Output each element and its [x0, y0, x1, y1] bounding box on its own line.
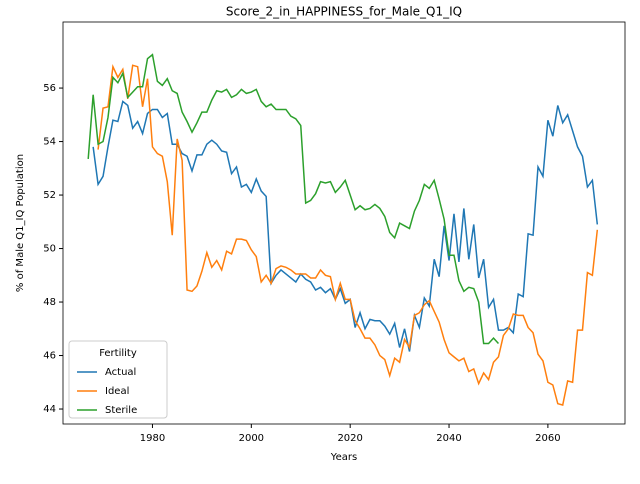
legend-box — [68, 340, 168, 419]
x-tick-label: 2060 — [535, 433, 560, 444]
x-tick-label: 2000 — [239, 433, 264, 444]
y-tick-label: 46 — [43, 351, 56, 362]
series-line — [97, 63, 599, 406]
x-tick-label: 2020 — [337, 433, 362, 444]
y-tick-label: 56 — [43, 83, 56, 94]
legend-label: Ideal — [105, 386, 129, 397]
y-axis-label: % of Male Q1_IQ Population — [15, 154, 26, 292]
x-tick-label: 1980 — [140, 433, 165, 444]
y-tick-label: 50 — [43, 244, 56, 255]
y-tick-label: 52 — [43, 190, 56, 201]
legend-title: Fertility — [99, 348, 137, 359]
series-line — [92, 100, 599, 352]
y-tick-label: 48 — [43, 297, 56, 308]
legend-label: Actual — [105, 367, 136, 378]
plot-frame — [62, 21, 626, 425]
y-tick-label: 44 — [43, 404, 56, 415]
x-axis-label: Years — [330, 452, 357, 463]
x-tick-label: 2040 — [436, 433, 461, 444]
y-tick-label: 54 — [43, 137, 56, 148]
chart-title: Score_2_in_HAPPINESS_for_Male_Q1_IQ — [226, 5, 462, 19]
legend-label: Sterile — [105, 405, 137, 416]
series-line — [87, 53, 500, 345]
